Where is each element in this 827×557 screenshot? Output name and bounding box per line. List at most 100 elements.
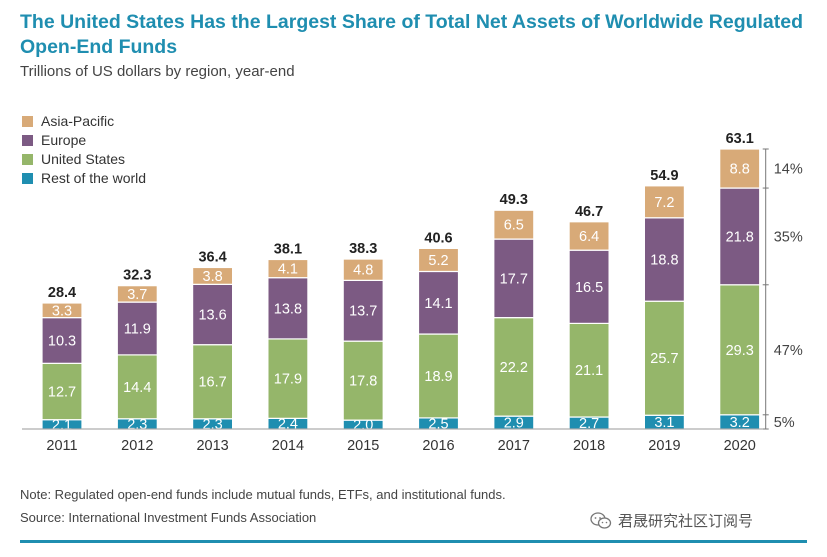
share-label-1: 35%	[774, 229, 803, 245]
total-label-2018: 46.7	[575, 204, 603, 220]
bar-segment-2020-3	[719, 148, 761, 189]
chart-title: The United States Has the Largest Share …	[20, 11, 804, 58]
segment-label-2013-1: 16.7	[198, 375, 226, 391]
segment-label-2014-3: 4.1	[278, 262, 298, 278]
segment-label-2018-2: 16.5	[575, 280, 603, 296]
x-tick-label-2018: 2018	[573, 438, 605, 454]
bar-segment-2016-3	[417, 247, 460, 273]
bar-segment-2016-2	[417, 270, 460, 335]
bar-segment-2014-2	[267, 277, 309, 340]
total-label-2014: 38.1	[274, 241, 302, 257]
total-label-2017: 49.3	[500, 192, 528, 208]
watermark-text: 君晟研究社区订阅号	[618, 513, 754, 530]
segment-label-2020-1: 29.3	[726, 343, 754, 359]
wechat-icon	[590, 511, 612, 529]
segment-label-2014-2: 13.8	[274, 301, 302, 317]
legend-label-1: Europe	[41, 132, 86, 148]
segment-label-2015-0: 2.0	[353, 418, 373, 434]
bar-segment-2014-1	[267, 338, 309, 419]
chart-source: Source: International Investment Funds A…	[20, 510, 317, 525]
bar-segment-2017-1	[493, 317, 535, 417]
total-label-2015: 38.3	[349, 241, 377, 257]
share-label-2: 47%	[774, 343, 803, 359]
segment-label-2012-2: 11.9	[124, 321, 151, 337]
bar-segment-2011-1	[41, 362, 83, 421]
bar-segment-2013-3	[192, 266, 234, 285]
segment-label-2018-1: 21.1	[575, 363, 603, 379]
segment-label-2020-3: 8.8	[730, 162, 750, 178]
segment-label-2015-1: 17.8	[349, 374, 377, 390]
segment-label-2019-0: 3.1	[654, 415, 674, 431]
segment-label-2019-2: 18.8	[650, 252, 678, 268]
segment-label-2016-3: 5.2	[428, 253, 448, 269]
segment-label-2018-3: 6.4	[579, 229, 599, 245]
bar-segment-2020-1	[719, 284, 761, 416]
x-tick-label-2019: 2019	[648, 438, 680, 454]
segment-label-2016-0: 2.5	[428, 416, 448, 432]
bar-segment-2014-3	[267, 258, 309, 279]
legend-label-3: Rest of the world	[41, 170, 146, 186]
x-tick-label-2015: 2015	[347, 438, 379, 454]
segment-label-2017-1: 22.2	[500, 360, 528, 376]
segment-label-2011-2: 10.3	[48, 333, 76, 349]
segment-label-2015-3: 4.8	[353, 263, 373, 279]
segment-label-2012-1: 14.4	[123, 380, 151, 396]
x-tick-label-2012: 2012	[121, 438, 153, 454]
watermark: 君晟研究社区订阅号	[590, 510, 753, 531]
legend-swatch-1	[22, 135, 33, 146]
bar-segment-2019-2	[643, 217, 686, 302]
x-tick-label-2011: 2011	[46, 438, 77, 454]
segment-label-2016-2: 14.1	[424, 296, 452, 312]
segment-label-2011-3: 3.3	[52, 303, 72, 319]
x-tick-label-2013: 2013	[196, 438, 228, 454]
segment-label-2014-1: 17.9	[274, 372, 302, 388]
segment-label-2017-2: 17.7	[500, 271, 528, 287]
bar-segment-2015-2	[342, 279, 384, 342]
segment-label-2013-2: 13.6	[198, 308, 226, 324]
segment-label-2013-3: 3.8	[203, 269, 223, 285]
bar-segment-2015-1	[342, 340, 384, 421]
bar-segment-2013-1	[192, 344, 234, 420]
chart-subtitle: Trillions of US dollars by region, year-…	[20, 63, 295, 80]
footer-rule	[20, 540, 807, 543]
bar-segment-2012-3	[116, 285, 158, 303]
share-label-3: 5%	[774, 415, 795, 431]
segment-label-2011-1: 12.7	[48, 385, 76, 401]
segment-label-2020-0: 3.2	[730, 415, 750, 431]
legend-label-2: United States	[41, 151, 125, 167]
total-label-2013: 36.4	[198, 249, 226, 265]
bar-segment-2013-2	[192, 283, 234, 346]
legend-swatch-3	[22, 173, 33, 184]
total-label-2019: 54.9	[650, 168, 678, 184]
segment-label-2019-1: 25.7	[650, 351, 678, 367]
total-label-2016: 40.6	[424, 230, 452, 246]
segment-label-2015-2: 13.7	[349, 304, 377, 320]
bar-segment-2011-3	[41, 302, 83, 319]
share-label-0: 14%	[774, 162, 803, 178]
total-label-2012: 32.3	[123, 268, 151, 284]
bar-segment-2019-3	[643, 185, 686, 219]
segment-label-2014-0: 2.4	[278, 417, 298, 433]
segment-label-2017-0: 2.9	[504, 416, 524, 432]
legend-swatch-0	[22, 116, 33, 127]
segment-label-2019-3: 7.2	[654, 195, 674, 211]
x-tick-label-2017: 2017	[498, 438, 530, 454]
bar-segment-2015-3	[342, 258, 384, 281]
x-tick-label-2016: 2016	[422, 438, 454, 454]
legend-label-0: Asia-Pacific	[41, 113, 114, 129]
segment-label-2020-2: 21.8	[726, 229, 754, 245]
segment-label-2017-3: 6.5	[504, 218, 524, 234]
chart-note: Note: Regulated open-end funds include m…	[20, 487, 506, 502]
bar-segment-2018-1	[568, 322, 610, 418]
x-tick-label-2014: 2014	[272, 438, 304, 454]
bar-segment-2018-3	[568, 221, 610, 251]
total-label-2020: 63.1	[726, 131, 754, 147]
segment-label-2012-3: 3.7	[127, 287, 147, 303]
legend-swatch-2	[22, 154, 33, 165]
bar-segment-2016-1	[417, 333, 460, 419]
total-label-2011: 28.4	[48, 285, 76, 301]
bar-segment-2017-3	[493, 209, 535, 240]
segment-label-2016-1: 18.9	[424, 369, 452, 385]
bar-segment-2012-2	[116, 301, 158, 356]
segment-label-2018-0: 2.7	[579, 416, 599, 432]
